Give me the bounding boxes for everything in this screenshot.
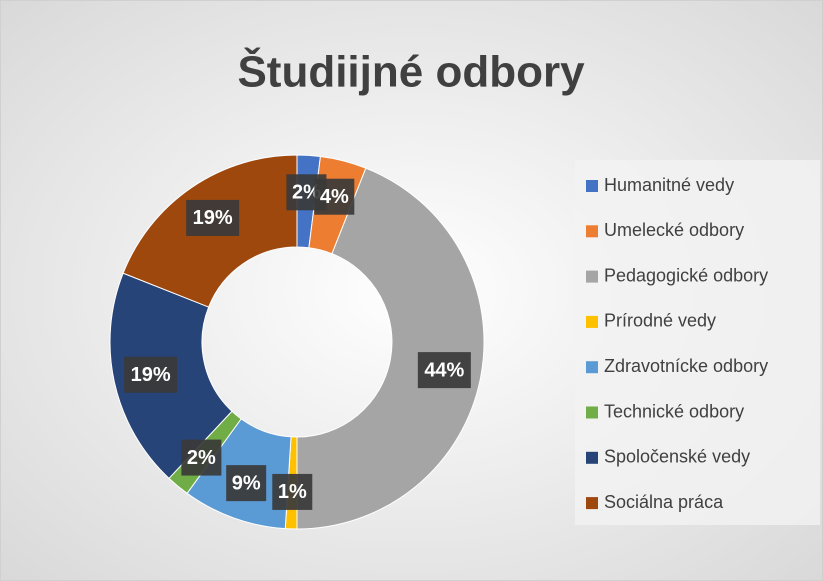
data-label-box	[186, 199, 240, 236]
data-label-box	[124, 356, 178, 393]
legend-marker	[586, 180, 598, 192]
data-label: 9%	[232, 472, 261, 494]
data-label: 19%	[131, 364, 171, 386]
legend-label: Technické odbory	[604, 401, 744, 421]
legend-marker	[586, 225, 598, 238]
legend-label: Prírodné vedy	[604, 311, 716, 331]
legend-label: Pedagogické odbory	[604, 265, 768, 285]
legend-marker	[586, 270, 598, 283]
legend-background	[575, 160, 820, 525]
legend-label: Sociálna práca	[604, 492, 724, 512]
data-label-box	[181, 439, 222, 476]
legend-label: Humanitné vedy	[604, 175, 734, 195]
data-label-box	[226, 465, 267, 502]
legend-label: Zdravotnícke odbory	[604, 356, 768, 376]
donut-slice	[296, 167, 485, 530]
legend-marker	[586, 315, 598, 328]
data-label: 2%	[292, 182, 321, 204]
data-label: 44%	[424, 359, 464, 381]
data-label-box	[314, 178, 355, 215]
legend-marker	[586, 497, 598, 510]
legend-label: Umelecké odbory	[604, 220, 744, 240]
data-label: 2%	[187, 447, 216, 469]
data-label-box	[417, 352, 471, 389]
legend-marker	[586, 406, 598, 419]
data-label-box	[272, 473, 313, 510]
chart-title: Študiijné odbory	[237, 46, 585, 97]
legend-marker	[586, 451, 598, 464]
legend-label: Spoločenské vedy	[604, 447, 750, 467]
data-label: 4%	[320, 186, 349, 208]
legend-marker	[586, 361, 598, 374]
data-label: 19%	[193, 207, 233, 229]
data-label: 1%	[278, 481, 307, 503]
